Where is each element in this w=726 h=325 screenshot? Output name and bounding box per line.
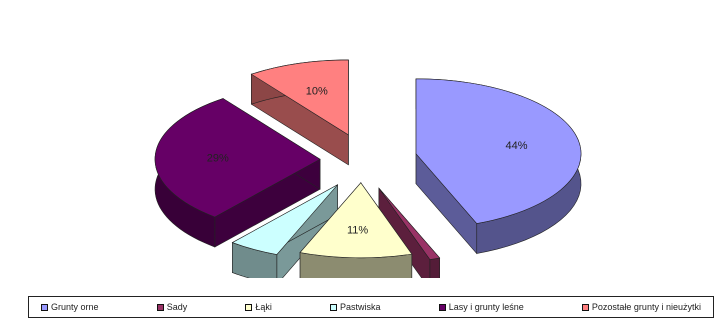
legend-swatch-6 xyxy=(581,303,589,311)
chart-area: 44%1%11%5%29%10% xyxy=(12,10,722,278)
pie-slice-2 xyxy=(378,187,441,278)
legend-label-6: Pozostałe grunty i nieużytki xyxy=(591,302,701,312)
data-label-6: 10% xyxy=(306,86,328,98)
pie-slice-3 xyxy=(299,181,413,278)
pie-slice-4 xyxy=(231,183,338,278)
legend: Grunty orne Sady Łąki Pastwiska Lasy i grunt… xyxy=(28,296,714,318)
legend-label-3: Łąki xyxy=(255,302,272,312)
legend-swatch-2 xyxy=(156,303,164,311)
data-label-5: 29% xyxy=(207,153,229,165)
legend-item-6: Pozostałe grunty i nieużytki xyxy=(581,302,701,312)
pie-chart: 44%1%11%5%29%10% xyxy=(154,59,582,278)
legend-item-4: Pastwiska xyxy=(330,302,381,312)
pie-slice-1 xyxy=(415,78,582,255)
data-label-1: 44% xyxy=(505,140,527,152)
data-label-3: 11% xyxy=(347,224,368,236)
legend-label-2: Sady xyxy=(166,302,188,312)
legend-label-1: Grunty orne xyxy=(51,302,99,312)
legend-swatch-1 xyxy=(41,303,48,311)
legend-item-2: Sady xyxy=(156,302,188,312)
legend-label-5: Lasy i grunty leśne xyxy=(448,302,524,312)
legend-item-3: Łąki xyxy=(245,302,272,312)
pie-slice-5 xyxy=(154,97,321,248)
legend-item-5: Lasy i grunty leśne xyxy=(438,302,524,312)
legend-swatch-5 xyxy=(438,303,446,311)
legend-label-4: Pastwiska xyxy=(340,302,381,312)
pie-slice-6 xyxy=(250,59,349,166)
legend-swatch-3 xyxy=(245,303,253,311)
legend-swatch-4 xyxy=(330,303,338,311)
legend-item-1: Grunty orne xyxy=(41,302,99,312)
